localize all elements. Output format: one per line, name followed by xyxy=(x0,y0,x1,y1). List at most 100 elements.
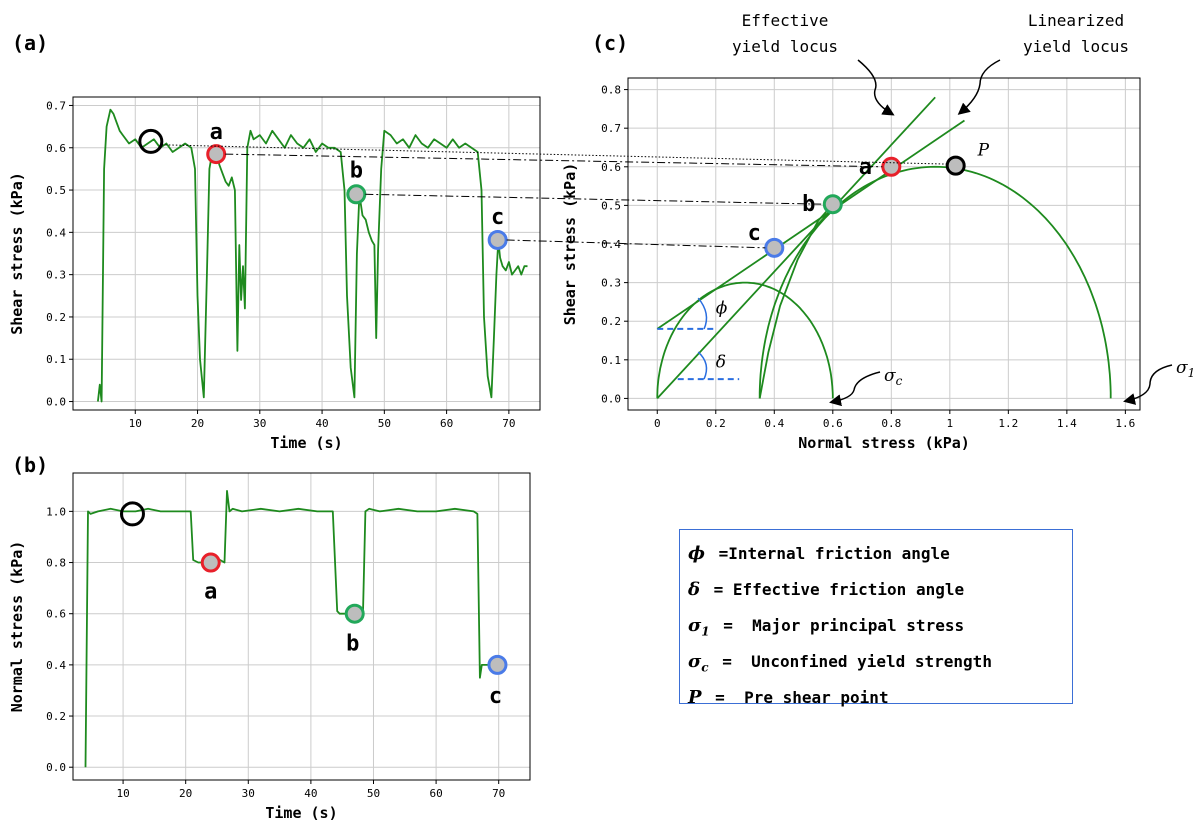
x-tick-label: 10 xyxy=(129,417,142,430)
delta-arc xyxy=(697,351,708,380)
x-tick-label: 0.4 xyxy=(764,417,784,430)
y-tick-label: 0.4 xyxy=(46,659,66,672)
linear-locus-label-1: Linearized xyxy=(1028,11,1124,30)
y-tick-label: 0.8 xyxy=(46,557,66,570)
legend-subscript: 1 xyxy=(701,624,710,639)
y-tick-label: 0.1 xyxy=(601,354,621,367)
x-tick-label: 30 xyxy=(253,417,266,430)
marker-label-b: b xyxy=(802,192,815,217)
legend-symbol: ϕ xyxy=(688,543,705,564)
x-tick-label: 10 xyxy=(116,787,129,800)
x-tick-label: 40 xyxy=(304,787,317,800)
x-tick-label: 1.6 xyxy=(1115,417,1135,430)
y-tick-label: 0.3 xyxy=(46,269,66,282)
legend-symbol: σc xyxy=(688,651,709,675)
marker-pre-shear xyxy=(119,501,145,527)
legend-text: =Internal friction angle xyxy=(708,544,950,563)
y-tick-label: 0.0 xyxy=(46,396,66,409)
marker-a xyxy=(200,552,221,573)
x-tick-label: 20 xyxy=(191,417,204,430)
legend-item: δ = Effective friction angle xyxy=(688,572,1064,608)
y-tick-label: 0.7 xyxy=(46,99,66,112)
effective-yield-locus-line xyxy=(656,96,936,400)
legend-text: = Effective friction angle xyxy=(704,580,965,599)
marker-a xyxy=(881,156,902,177)
x-tick-label: 0.2 xyxy=(706,417,726,430)
y-tick-label: 0.3 xyxy=(601,277,621,290)
series-line-0 xyxy=(97,108,528,403)
y-axis-label: Shear stress (kPa) xyxy=(561,163,579,326)
x-axis-label: Time (s) xyxy=(265,804,337,822)
y-tick-label: 0.5 xyxy=(601,199,621,212)
y-tick-label: 0.1 xyxy=(46,353,66,366)
marker-b xyxy=(346,184,367,205)
linear-locus-arrow xyxy=(957,59,1001,115)
x-tick-label: 20 xyxy=(179,787,192,800)
axes-frame xyxy=(72,96,541,411)
x-tick-label: 1.4 xyxy=(1057,417,1077,430)
panel-label: (c) xyxy=(592,31,628,55)
phi-arc xyxy=(697,297,708,330)
pre-shear-symbol: P xyxy=(977,141,990,161)
x-tick-label: 50 xyxy=(367,787,380,800)
linear-locus-label-2: yield locus xyxy=(1023,37,1129,56)
y-tick-label: 0.2 xyxy=(46,710,66,723)
connector-b xyxy=(365,193,824,205)
x-tick-label: 70 xyxy=(492,787,505,800)
sigma-c-label: σc xyxy=(884,366,903,388)
series-line-0 xyxy=(84,490,505,768)
y-tick-label: 0.4 xyxy=(46,226,66,239)
marker-c xyxy=(764,237,785,258)
x-tick-label: 60 xyxy=(429,787,442,800)
legend-item: σc = Unconfined yield strength xyxy=(688,644,1064,680)
marker-label-b: b xyxy=(350,158,363,183)
linearized-yield-locus-line xyxy=(656,119,965,330)
sigma-1-arrow xyxy=(1123,364,1173,405)
legend-text: = Pre shear point xyxy=(705,688,889,707)
marker-label-a: a xyxy=(859,155,872,180)
y-tick-label: 0.5 xyxy=(46,184,66,197)
curved-yield-locus xyxy=(758,203,834,399)
marker-label-c: c xyxy=(748,221,761,246)
y-axis-label: Normal stress (kPa) xyxy=(8,541,26,713)
legend-subscript: c xyxy=(701,660,709,675)
marker-label-c: c xyxy=(491,205,504,230)
connector-a xyxy=(225,153,883,168)
y-tick-label: 0.2 xyxy=(46,311,66,324)
marker-c xyxy=(487,229,508,250)
delta-symbol: δ xyxy=(716,353,726,373)
marker-a xyxy=(206,144,227,165)
legend-text: = Major principal stress xyxy=(713,616,965,635)
marker-b xyxy=(822,194,843,215)
legend-symbol: P xyxy=(688,687,702,708)
phi-symbol: ϕ xyxy=(716,298,728,318)
marker-label-a: a xyxy=(204,580,217,605)
x-tick-label: 60 xyxy=(440,417,453,430)
panel-a: 10 20 30 40 50 60 70 0.0 0.1 0.2 0.3 0.4 0.5 0.6 0.7 Ti… xyxy=(8,31,541,452)
x-tick-label: 40 xyxy=(315,417,328,430)
marker-pre-shear xyxy=(138,128,164,154)
y-axis-label: Shear stress (kPa) xyxy=(8,172,26,335)
y-tick-label: 0.2 xyxy=(601,315,621,328)
legend-item: ϕ =Internal friction angle xyxy=(688,536,1064,572)
effective-locus-label-1: Effective xyxy=(742,11,829,30)
y-tick-label: 0.7 xyxy=(601,122,621,135)
legend: ϕ =Internal friction angle δ = Effective … xyxy=(679,529,1073,708)
y-tick-label: 0.4 xyxy=(601,238,621,251)
pre-shear-connector xyxy=(161,144,947,165)
y-tick-label: 1.0 xyxy=(46,505,66,518)
x-axis-label: Time (s) xyxy=(270,434,342,452)
legend-item: P = Pre shear point xyxy=(688,680,1064,716)
sigma-c-arrow xyxy=(829,371,881,407)
marker-label-c: c xyxy=(489,684,502,709)
marker-pre-shear xyxy=(945,155,966,176)
y-tick-label: 0.8 xyxy=(601,84,621,97)
marker-label-b: b xyxy=(346,632,359,657)
effective-locus-arrow xyxy=(857,59,895,116)
y-tick-label: 0.0 xyxy=(46,761,66,774)
marker-b xyxy=(344,603,365,624)
x-tick-label: 50 xyxy=(378,417,391,430)
panel-b: 10 20 30 40 50 60 70 0.0 0.2 0.4 0.6 0.8 1.0 Time (s)… xyxy=(8,453,531,822)
x-tick-label: 0.6 xyxy=(823,417,843,430)
